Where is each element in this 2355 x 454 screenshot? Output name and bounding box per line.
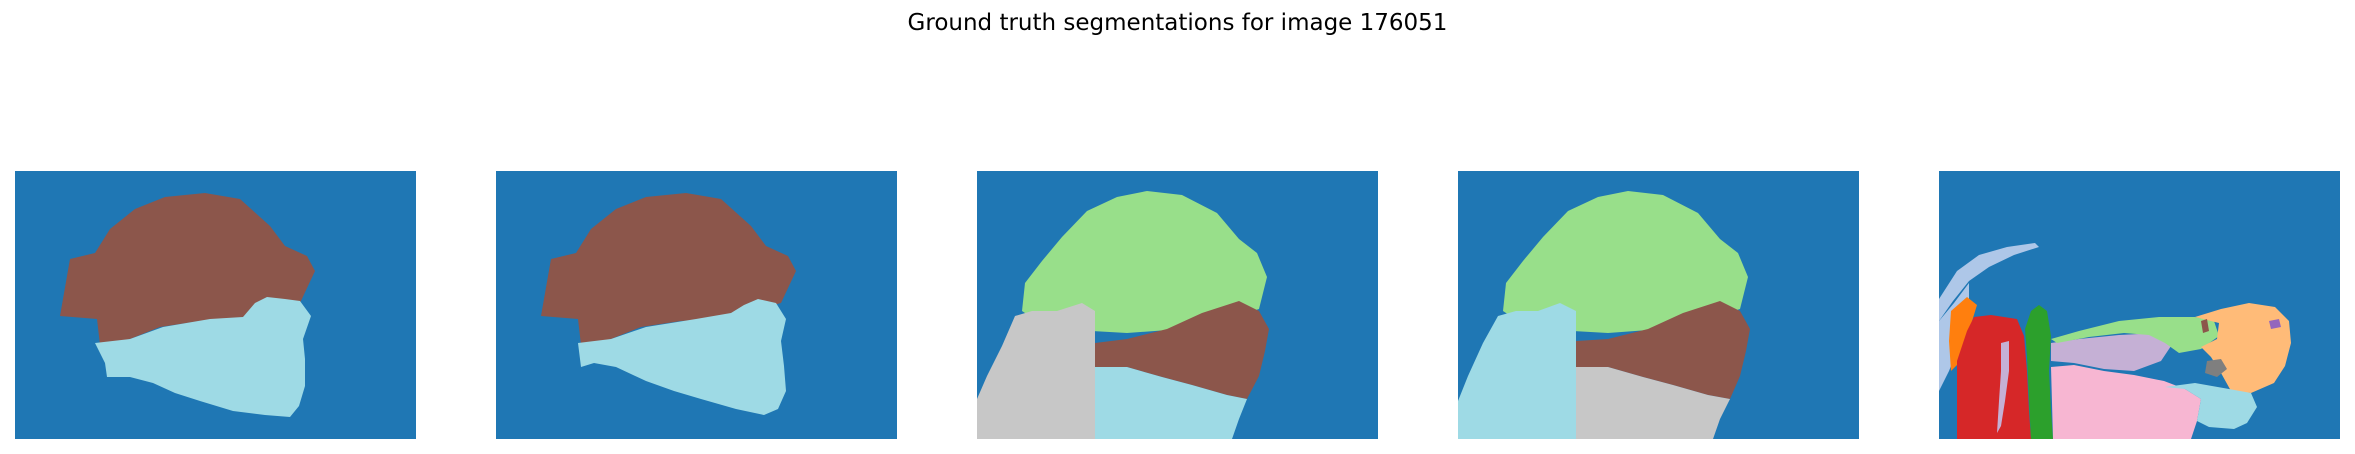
lower-region-lightcyan	[95, 297, 311, 417]
thin-streak-lightblue	[1939, 243, 2039, 321]
left-region-lightcyan	[1458, 303, 1576, 439]
segmentation-mask-1	[15, 171, 416, 439]
foreground-region-brown	[60, 193, 315, 345]
segmentation-panel-3	[977, 171, 1378, 439]
mid-region-lavender	[2051, 333, 2171, 371]
segmentation-mask-4	[1458, 171, 1859, 439]
thin-strip-lavender	[1997, 341, 2009, 433]
bottom-region-lightcyan	[1095, 367, 1247, 439]
figure-title: Ground truth segmentations for image 176…	[907, 10, 1448, 36]
lower-right-region-lightcyan	[2165, 383, 2257, 429]
bottom-region-gray	[1576, 367, 1730, 439]
vertical-region-green	[2025, 305, 2053, 439]
lower-region-lightcyan	[578, 299, 786, 415]
right-region-lightorange	[2195, 303, 2291, 393]
lower-left-region-red	[1957, 315, 2031, 439]
segmentation-mask-5	[1939, 171, 2340, 439]
mid-upper-region-lightgreen	[2051, 317, 2219, 353]
foreground-region-brown	[541, 193, 796, 345]
left-region-orange	[1949, 297, 1977, 371]
bottom-region-pink	[2051, 365, 2201, 439]
segmentation-panel-4	[1458, 171, 1859, 439]
segmentation-mask-3	[977, 171, 1378, 439]
small-region-brown	[2201, 319, 2209, 333]
small-region-gray	[2205, 359, 2227, 377]
segmentation-panel-1	[15, 171, 416, 439]
segmentation-panel-2	[496, 171, 897, 439]
segmentation-mask-2	[496, 171, 897, 439]
left-region-gray	[977, 303, 1095, 439]
upper-region-lightgreen	[1503, 191, 1748, 333]
middle-region-brown	[1095, 301, 1269, 399]
middle-region-brown	[1576, 301, 1750, 399]
upper-region-lightgreen	[1022, 191, 1267, 333]
segmentation-panel-5	[1939, 171, 2340, 439]
small-region-purple	[2269, 319, 2281, 329]
